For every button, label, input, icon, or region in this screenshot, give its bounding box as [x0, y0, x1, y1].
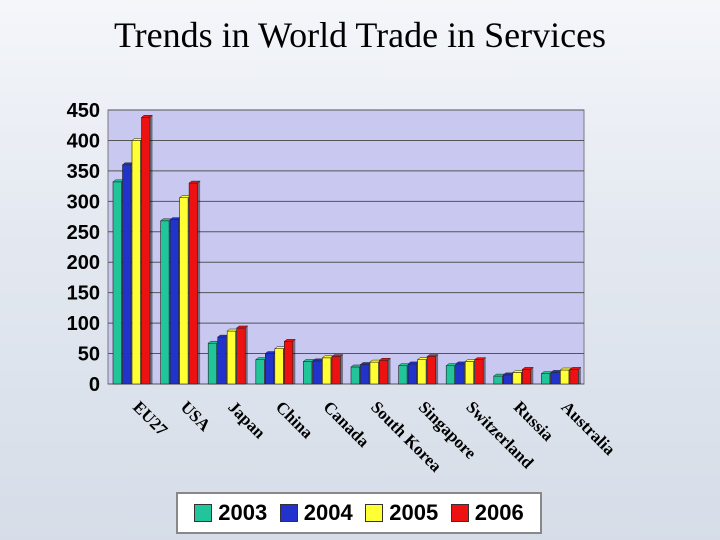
bar-china-2006 [283, 339, 297, 385]
y-tick-label: 50 [78, 344, 100, 366]
legend-swatch [279, 504, 298, 522]
bar-canada-2006 [331, 354, 344, 385]
legend-item-2004: 2004 [279, 500, 353, 526]
legend-item-2003: 2003 [194, 500, 267, 526]
bar-singapore-2006 [426, 354, 439, 385]
legend-label: 2003 [218, 500, 268, 525]
legend-swatch [194, 504, 213, 522]
y-tick-label: 100 [67, 313, 100, 335]
bar-japan-2006 [235, 325, 249, 385]
y-tick-label: 150 [67, 283, 100, 305]
legend-label: 2006 [474, 500, 524, 525]
bar-eu27-2006 [140, 115, 154, 385]
x-category-label: USA [177, 397, 215, 435]
legend-swatch [450, 504, 469, 522]
bar-usa-2006 [188, 180, 201, 385]
bar-south-korea-2006 [378, 358, 392, 385]
legend-label: 2005 [389, 500, 439, 525]
x-category-label: China [272, 397, 317, 442]
y-tick-label: 200 [67, 252, 100, 274]
bar-switzerland-2006 [473, 357, 487, 385]
x-category-label: Japan [224, 397, 269, 442]
y-tick-label: 300 [67, 191, 100, 213]
x-category-label: Australia [558, 397, 620, 459]
x-category-label: Canada [320, 397, 374, 451]
x-category-label: EU27 [129, 397, 172, 440]
y-tick-label: 250 [67, 222, 100, 244]
y-tick-label: 0 [89, 374, 100, 396]
y-tick-label: 350 [67, 161, 100, 183]
legend-swatch [365, 504, 384, 522]
chart-legend: 2003 2004 2005 2006 [176, 492, 542, 534]
legend-item-2005: 2005 [365, 500, 438, 526]
y-tick-label: 400 [67, 130, 100, 152]
legend-label: 2004 [303, 500, 353, 525]
legend-item-2006: 2006 [450, 500, 524, 526]
y-tick-label: 450 [67, 100, 100, 122]
bar-australia-2006 [569, 367, 582, 385]
page-title: Trends in World Trade in Services [113, 15, 607, 55]
bar-russia-2006 [521, 367, 535, 385]
